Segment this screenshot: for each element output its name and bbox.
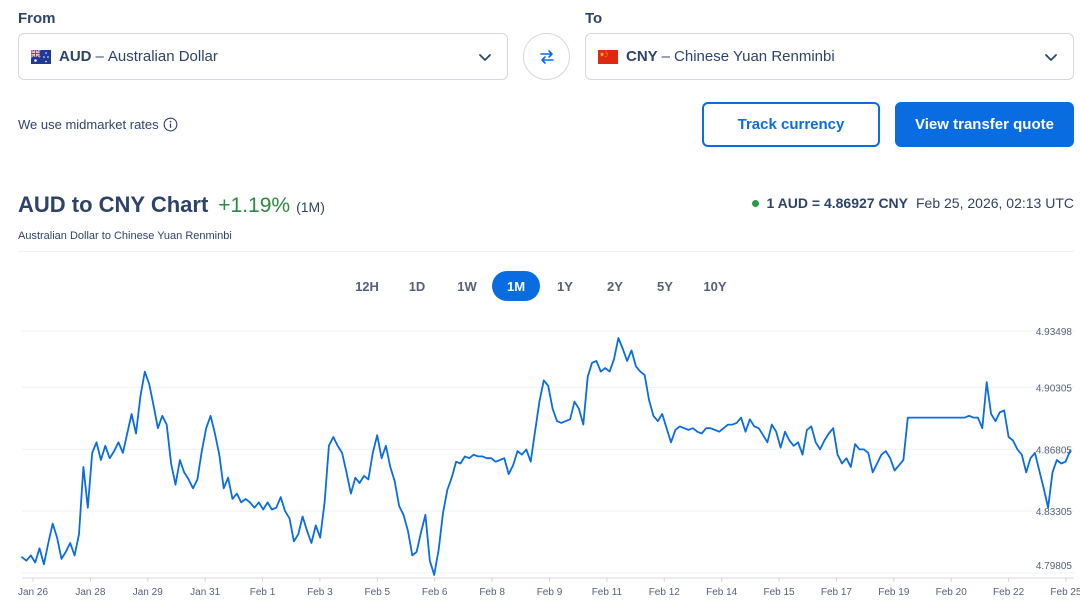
x-tick-label: Feb 12	[649, 587, 681, 598]
period-tab-2y[interactable]: 2Y	[607, 278, 623, 294]
from-label: From	[18, 10, 56, 27]
x-tick-label: Feb 22	[993, 587, 1025, 598]
to-separator: –	[661, 48, 671, 65]
x-tick-label: Jan 28	[75, 587, 105, 598]
from-currency-name: Australian Dollar	[107, 48, 218, 65]
rate-timestamp: Feb 25, 2026, 02:13 UTC	[916, 195, 1074, 211]
midmarket-note: We use midmarket rates	[18, 117, 178, 132]
track-currency-button[interactable]: Track currency	[702, 102, 880, 147]
x-tick-label: Feb 11	[592, 587, 623, 598]
divider	[18, 251, 1074, 252]
china-flag-icon	[598, 49, 618, 64]
y-tick-label: 4.79805	[1036, 561, 1073, 572]
to-currency-select[interactable]: CNY – Chinese Yuan Renminbi	[585, 33, 1074, 80]
x-tick-label: Feb 20	[936, 587, 968, 598]
chart-header: AUD to CNY Chart +1.19% (1M)	[18, 192, 325, 218]
change-period: (1M)	[296, 199, 325, 215]
rate-value: 1 AUD = 4.86927 CNY	[766, 195, 909, 211]
x-tick-label: Feb 14	[706, 587, 738, 598]
period-tab-1y[interactable]: 1Y	[557, 278, 573, 294]
x-tick-label: Feb 25	[1050, 587, 1080, 598]
view-transfer-quote-button[interactable]: View transfer quote	[895, 102, 1074, 147]
y-tick-label: 4.86805	[1036, 445, 1073, 456]
x-tick-label: Feb 5	[365, 587, 391, 598]
period-tab-1d[interactable]: 1D	[408, 278, 426, 294]
period-tab-1w[interactable]: 1W	[457, 278, 477, 294]
series-line	[21, 337, 1071, 576]
swap-arrows-icon	[539, 49, 554, 64]
chevron-down-icon	[1045, 53, 1057, 61]
change-percent: +1.19%	[218, 194, 291, 217]
period-tab-12h[interactable]: 12H	[355, 278, 379, 294]
from-currency-code: AUD	[59, 48, 92, 65]
chart-title: AUD to CNY Chart	[18, 192, 209, 217]
x-tick-label: Feb 17	[821, 587, 853, 598]
to-currency-name: Chinese Yuan Renminbi	[674, 48, 835, 65]
swap-currencies-button[interactable]	[523, 33, 570, 80]
period-tab-10y[interactable]: 10Y	[703, 278, 727, 294]
info-icon[interactable]	[163, 117, 178, 132]
y-tick-label: 4.93498	[1036, 327, 1073, 338]
y-tick-label: 4.83305	[1036, 507, 1073, 518]
period-tabs: 12H 1D 1W 1M 1Y 2Y 5Y 10Y	[342, 271, 740, 301]
x-tick-label: Jan 26	[18, 587, 48, 598]
midmarket-text: We use midmarket rates	[18, 117, 159, 132]
period-tab-1m[interactable]: 1M	[492, 271, 540, 301]
australia-flag-icon	[31, 49, 51, 64]
x-tick-label: Feb 1	[250, 587, 276, 598]
x-tick-label: Feb 19	[878, 587, 910, 598]
x-tick-label: Jan 31	[190, 587, 220, 598]
live-rate: 1 AUD = 4.86927 CNY Feb 25, 2026, 02:13 …	[751, 195, 1074, 211]
chevron-down-icon	[479, 53, 491, 61]
x-tick-label: Feb 9	[537, 587, 563, 598]
from-separator: –	[95, 48, 104, 65]
x-tick-label: Jan 29	[133, 587, 163, 598]
to-currency-code: CNY	[626, 48, 658, 65]
period-tab-5y[interactable]: 5Y	[657, 278, 673, 294]
x-tick-label: Feb 8	[479, 587, 505, 598]
chart-subtitle: Australian Dollar to Chinese Yuan Renmin…	[18, 230, 232, 242]
from-currency-select[interactable]: AUD – Australian Dollar	[18, 33, 508, 80]
x-tick-label: Feb 6	[422, 587, 448, 598]
to-label: To	[585, 10, 603, 27]
rate-chart: 4.93498 4.90305 4.86805 4.83305 4.79805 Jan 2…	[18, 327, 1080, 598]
x-tick-label: Feb 3	[307, 587, 333, 598]
live-dot-icon	[751, 199, 759, 207]
x-tick-label: Feb 15	[763, 587, 795, 598]
y-tick-label: 4.90305	[1036, 383, 1073, 394]
